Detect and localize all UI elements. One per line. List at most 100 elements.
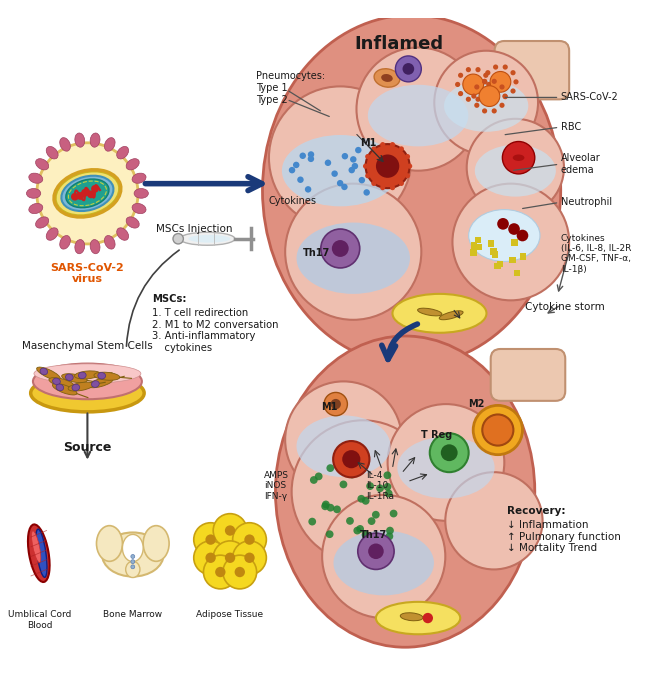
Circle shape (342, 450, 361, 469)
Text: Inflamed: Inflamed (354, 34, 443, 53)
Circle shape (485, 88, 491, 94)
Circle shape (376, 175, 383, 182)
Circle shape (76, 192, 84, 200)
Circle shape (307, 151, 314, 158)
Circle shape (365, 173, 371, 178)
Ellipse shape (34, 364, 141, 384)
Bar (470, 249, 477, 256)
Circle shape (384, 483, 391, 490)
Circle shape (341, 184, 348, 190)
Circle shape (297, 177, 303, 183)
Ellipse shape (36, 529, 47, 577)
Circle shape (234, 566, 245, 577)
Circle shape (367, 482, 374, 490)
Circle shape (358, 533, 394, 569)
Text: Source: Source (63, 441, 112, 454)
Circle shape (339, 480, 347, 488)
Text: Alveolar
edema: Alveolar edema (560, 153, 600, 175)
Bar (475, 236, 481, 243)
Ellipse shape (46, 228, 58, 240)
Ellipse shape (439, 311, 463, 320)
Ellipse shape (132, 203, 146, 214)
Circle shape (503, 94, 508, 99)
Circle shape (390, 142, 395, 147)
Circle shape (131, 555, 135, 558)
Text: Bone Marrow: Bone Marrow (103, 610, 163, 619)
Ellipse shape (52, 384, 77, 395)
Circle shape (491, 79, 497, 84)
Circle shape (333, 506, 341, 513)
Circle shape (355, 147, 362, 153)
Text: M1: M1 (360, 138, 376, 148)
Circle shape (371, 181, 376, 186)
Ellipse shape (125, 561, 140, 577)
Bar (497, 261, 503, 267)
Circle shape (37, 142, 138, 244)
Circle shape (475, 67, 481, 72)
Circle shape (434, 51, 538, 155)
Bar (491, 251, 498, 258)
Circle shape (486, 82, 491, 87)
Circle shape (455, 82, 460, 87)
Circle shape (315, 473, 323, 480)
Circle shape (380, 142, 385, 147)
Ellipse shape (90, 240, 100, 253)
Circle shape (325, 160, 331, 166)
Ellipse shape (104, 236, 115, 249)
Circle shape (475, 97, 481, 102)
Circle shape (482, 79, 487, 84)
Circle shape (232, 523, 266, 556)
Ellipse shape (74, 371, 100, 379)
Circle shape (299, 153, 306, 159)
Circle shape (485, 70, 491, 75)
Circle shape (465, 97, 471, 102)
Text: Th17: Th17 (361, 530, 388, 540)
Circle shape (213, 541, 247, 575)
Circle shape (384, 471, 391, 480)
Text: M2: M2 (468, 399, 485, 409)
Ellipse shape (49, 377, 74, 388)
Ellipse shape (333, 530, 434, 595)
Ellipse shape (180, 232, 235, 245)
Ellipse shape (46, 147, 58, 159)
Bar (490, 248, 497, 255)
Ellipse shape (29, 203, 42, 214)
Circle shape (473, 406, 523, 455)
Circle shape (310, 476, 317, 484)
Circle shape (405, 154, 410, 159)
Text: MSCs:: MSCs: (152, 294, 187, 304)
Circle shape (402, 63, 414, 75)
Circle shape (511, 88, 516, 94)
Ellipse shape (75, 133, 85, 147)
Circle shape (322, 501, 330, 508)
Ellipse shape (75, 240, 85, 253)
Text: SARS-CoV-2: SARS-CoV-2 (560, 92, 618, 103)
Circle shape (452, 184, 569, 300)
Circle shape (269, 86, 412, 229)
Ellipse shape (36, 159, 48, 170)
Bar (513, 270, 520, 276)
Ellipse shape (94, 372, 120, 380)
Text: IL-4
IL-10
IL-1Ra: IL-4 IL-10 IL-1Ra (367, 471, 394, 501)
Circle shape (483, 91, 489, 96)
Circle shape (357, 495, 365, 503)
Ellipse shape (262, 15, 560, 365)
Circle shape (366, 144, 410, 188)
Ellipse shape (90, 133, 100, 147)
Circle shape (348, 471, 356, 478)
Ellipse shape (28, 525, 50, 582)
Text: Cytokines
(IL-6, IL-8, IL-2R
GM-CSF, TNF-α,
IL-1β): Cytokines (IL-6, IL-8, IL-2R GM-CSF, TNF… (560, 234, 631, 274)
Circle shape (173, 234, 183, 244)
Ellipse shape (60, 138, 70, 151)
Circle shape (503, 94, 507, 99)
Circle shape (225, 553, 235, 563)
Text: Cytokine storm: Cytokine storm (525, 303, 605, 312)
Circle shape (441, 445, 457, 461)
Ellipse shape (418, 308, 442, 316)
Text: Neutrophil: Neutrophil (560, 197, 612, 208)
Ellipse shape (104, 138, 115, 151)
Circle shape (371, 147, 376, 151)
Text: M1: M1 (321, 402, 337, 412)
Ellipse shape (36, 217, 48, 228)
Circle shape (513, 79, 519, 84)
